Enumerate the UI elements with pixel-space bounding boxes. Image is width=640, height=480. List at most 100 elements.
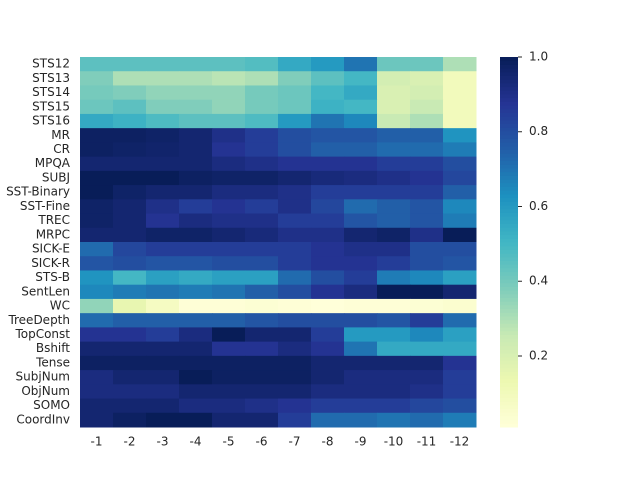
- heat-cell: [410, 270, 444, 286]
- heat-cell: [80, 256, 114, 271]
- heat-cell: [311, 128, 345, 143]
- heat-cell: [113, 412, 147, 428]
- y-tick-label: MR: [51, 128, 70, 142]
- heat-cell: [278, 298, 312, 314]
- heat-cell: [212, 284, 246, 300]
- heat-cell: [179, 412, 213, 428]
- heat-cell: [146, 256, 180, 271]
- heat-cell: [311, 199, 345, 215]
- colorbar-segment: [500, 330, 518, 335]
- heat-cell: [212, 57, 246, 72]
- heat-cell: [146, 128, 180, 143]
- heat-cell: [113, 227, 147, 243]
- y-tick-label: SUBJ: [42, 170, 70, 184]
- colorbar-segment: [500, 401, 518, 406]
- heat-cell: [212, 313, 246, 328]
- colorbar-segment: [500, 353, 518, 358]
- heat-cell: [278, 57, 312, 72]
- heat-cell: [410, 113, 444, 129]
- heat-cell: [179, 341, 213, 357]
- heat-cell: [443, 128, 477, 143]
- heat-cell: [212, 370, 246, 385]
- x-tick-label: -10: [384, 435, 404, 449]
- heat-cell: [377, 242, 411, 257]
- heat-cell: [344, 355, 378, 371]
- colorbar-segment: [500, 193, 518, 199]
- heat-cell: [278, 170, 312, 186]
- heat-cell: [245, 213, 279, 229]
- heat-cell: [311, 370, 345, 385]
- heat-cell: [344, 384, 378, 400]
- colorbar-segment: [500, 423, 518, 428]
- heat-cell: [212, 199, 246, 215]
- heat-cell: [344, 298, 378, 314]
- heat-cell: [410, 156, 444, 172]
- heat-cell: [344, 85, 378, 101]
- colorbar-segment: [500, 201, 518, 206]
- colorbar-segment: [500, 153, 518, 158]
- y-tick-label: STS15: [32, 99, 70, 113]
- colorbar-segment: [500, 279, 518, 284]
- colorbar-segment: [500, 216, 518, 221]
- heat-cell: [311, 270, 345, 286]
- heat-cell: [443, 170, 477, 186]
- heat-cell: [80, 298, 114, 314]
- heat-cell: [278, 341, 312, 357]
- colorbar-segment: [500, 142, 518, 147]
- heat-cell: [179, 71, 213, 86]
- colorbar-segment: [500, 271, 518, 276]
- heat-cell: [311, 355, 345, 371]
- heat-cell: [245, 270, 279, 286]
- heat-cell: [146, 270, 180, 286]
- colorbar-segment: [500, 316, 518, 321]
- heat-cell: [410, 384, 444, 400]
- heat-cell: [212, 298, 246, 314]
- heat-cell: [212, 256, 246, 271]
- heat-cell: [146, 327, 180, 343]
- colorbar-segment: [500, 378, 518, 384]
- colorbar-segment: [500, 116, 518, 121]
- heat-cell: [146, 398, 180, 414]
- colorbar-segment: [500, 108, 518, 113]
- heat-cell: [377, 156, 411, 172]
- heat-cell: [212, 85, 246, 101]
- heat-cell: [344, 57, 378, 72]
- heat-cell: [113, 355, 147, 371]
- heat-cell: [113, 128, 147, 143]
- heat-cell: [410, 412, 444, 428]
- y-tick-label: TopConst: [14, 327, 70, 341]
- heat-cell: [245, 99, 279, 115]
- heat-cell: [344, 199, 378, 215]
- heat-cell: [113, 142, 147, 158]
- heat-cell: [179, 170, 213, 186]
- colorbar-segment: [500, 119, 518, 125]
- heat-cell: [179, 384, 213, 400]
- heat-cell: [410, 370, 444, 385]
- heat-cell: [212, 270, 246, 286]
- colorbar-segment: [500, 86, 518, 91]
- y-tick-label: ObjNum: [21, 384, 70, 398]
- colorbar-segment: [500, 242, 518, 247]
- heat-cell: [245, 227, 279, 243]
- heat-cell: [443, 71, 477, 86]
- heat-cell: [113, 270, 147, 286]
- colorbar-segment: [500, 97, 518, 102]
- heat-cell: [443, 99, 477, 115]
- heat-cell: [443, 256, 477, 271]
- heat-cell: [311, 341, 345, 357]
- heat-cell: [278, 284, 312, 300]
- heat-cell: [80, 99, 114, 115]
- heat-cell: [311, 156, 345, 172]
- heat-cell: [311, 57, 345, 72]
- y-tick-label: SubjNum: [16, 370, 70, 384]
- heat-cell: [377, 71, 411, 86]
- colorbar-segment: [500, 412, 518, 417]
- heat-cell: [146, 298, 180, 314]
- heat-cell: [146, 57, 180, 72]
- heat-cell: [146, 213, 180, 229]
- heat-cell: [443, 156, 477, 172]
- heat-cell: [113, 185, 147, 200]
- heat-cell: [278, 156, 312, 172]
- heat-cell: [344, 398, 378, 414]
- heat-cell: [113, 71, 147, 86]
